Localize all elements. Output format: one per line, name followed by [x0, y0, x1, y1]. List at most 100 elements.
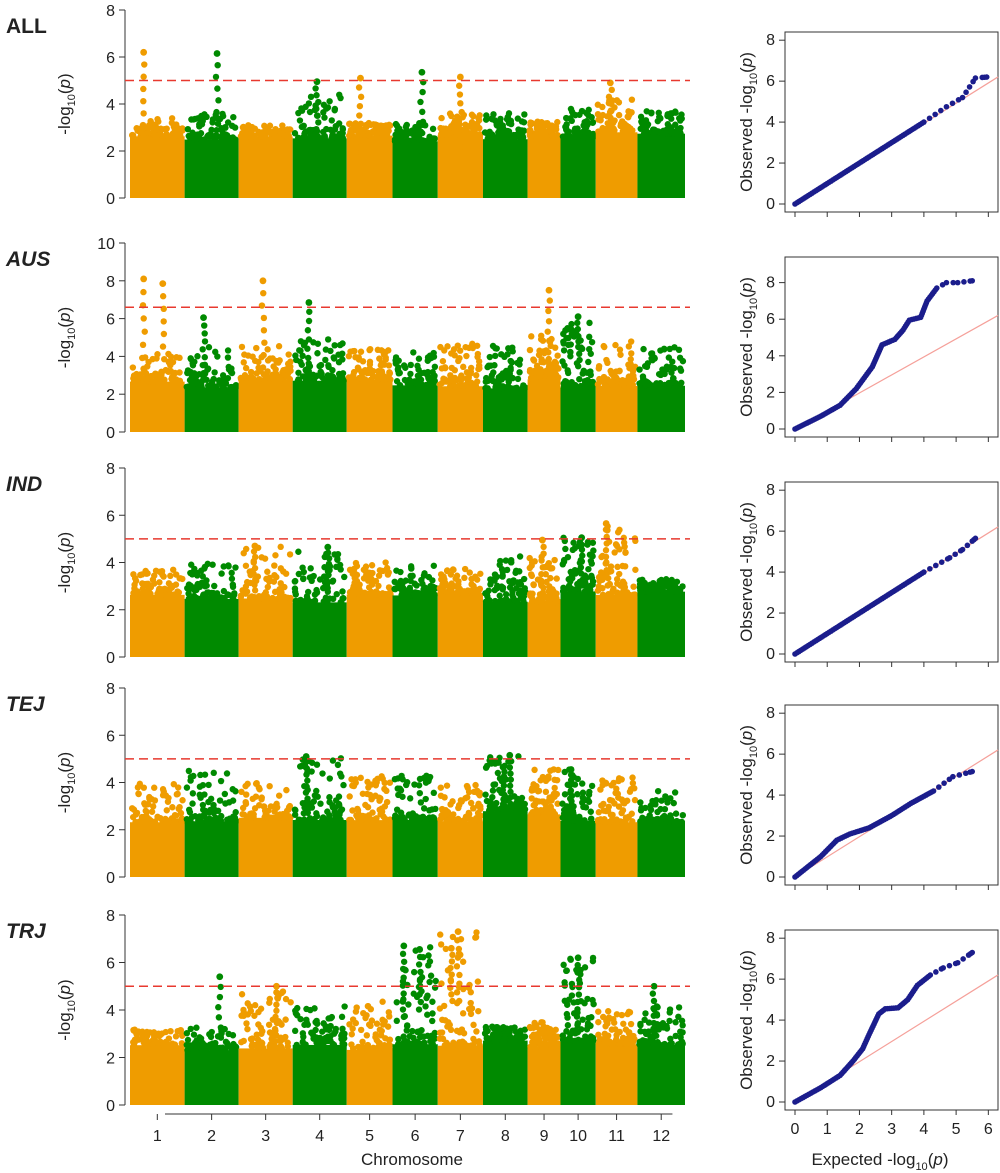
- snp-point: [603, 567, 610, 574]
- snp-point: [313, 761, 321, 768]
- snp-point: [264, 583, 272, 591]
- qq-point: [959, 546, 966, 553]
- snp-point: [588, 560, 595, 567]
- snp-point: [379, 376, 387, 383]
- snp-point: [440, 583, 447, 590]
- snp-point: [575, 128, 582, 136]
- snp-point: [419, 108, 426, 116]
- snp-point: [424, 1032, 431, 1040]
- snp-point: [161, 355, 168, 363]
- snp-point: [595, 574, 603, 581]
- snp-point: [147, 372, 155, 380]
- snp-point: [214, 85, 221, 92]
- peak-snp-point: [200, 314, 207, 322]
- snp-point: [355, 84, 363, 91]
- snp-point: [570, 110, 577, 118]
- qq-y-axis-title: Observed -log10(p): [737, 502, 760, 642]
- snp-point: [313, 105, 320, 113]
- snp-point: [143, 1030, 150, 1037]
- y-tick-label: 2: [106, 387, 115, 404]
- snp-point: [459, 958, 467, 965]
- snp-point: [282, 570, 290, 577]
- qq-point: [941, 780, 947, 786]
- qq-y-tick-label: 2: [766, 605, 775, 622]
- snp-point: [615, 99, 623, 106]
- snp-point: [362, 563, 370, 570]
- snp-point: [296, 763, 304, 770]
- snp-point: [615, 111, 623, 119]
- snp-point: [626, 1031, 634, 1039]
- snp-point: [440, 1002, 448, 1010]
- snp-point: [438, 805, 446, 813]
- snp-point: [275, 595, 282, 602]
- snp-point: [218, 812, 225, 820]
- snp-point: [616, 546, 623, 553]
- snp-point: [597, 786, 604, 793]
- snp-point: [200, 369, 207, 377]
- chromosome-2-points: [184, 560, 239, 657]
- qq-y-tick-label: 0: [766, 646, 775, 663]
- snp-point: [165, 350, 172, 358]
- snp-point: [177, 1028, 184, 1036]
- snp-point: [462, 795, 469, 802]
- snp-point: [482, 1023, 490, 1031]
- snp-point: [509, 1037, 517, 1044]
- snp-point: [417, 128, 425, 135]
- chromosome-band: [130, 136, 185, 198]
- snp-point: [454, 342, 461, 349]
- snp-point: [588, 338, 596, 346]
- qq-point: [921, 119, 927, 125]
- snp-point: [586, 333, 593, 341]
- snp-point: [607, 114, 614, 122]
- qq-y-tick-label: 2: [766, 384, 775, 401]
- qq-point: [930, 788, 937, 794]
- snp-point: [460, 588, 468, 595]
- snp-point: [252, 576, 259, 583]
- panel-title: AUS: [5, 248, 50, 271]
- snp-point: [292, 591, 299, 598]
- y-tick-label: 0: [106, 650, 115, 667]
- snp-point: [217, 777, 225, 785]
- peak-snp-point: [305, 299, 313, 306]
- snp-point: [664, 111, 671, 118]
- snp-point: [269, 130, 277, 137]
- snp-point: [139, 354, 146, 362]
- snp-point: [193, 1043, 200, 1050]
- snp-point: [602, 1040, 609, 1047]
- snp-point: [210, 801, 217, 809]
- snp-point: [655, 382, 663, 389]
- snp-point: [548, 797, 555, 804]
- snp-point: [170, 780, 178, 788]
- snp-point: [277, 543, 284, 551]
- snp-point: [213, 144, 220, 151]
- snp-point: [348, 1031, 355, 1038]
- snp-point: [332, 813, 339, 820]
- chromosome-band: [238, 598, 293, 657]
- snp-point: [248, 1042, 255, 1050]
- snp-point: [431, 363, 439, 371]
- snp-point: [632, 566, 639, 573]
- snp-point: [618, 1011, 626, 1019]
- snp-point: [426, 978, 433, 986]
- snp-point: [637, 1022, 644, 1029]
- snp-point: [560, 534, 567, 541]
- snp-point: [399, 129, 406, 136]
- snp-point: [183, 784, 191, 791]
- snp-point: [251, 587, 259, 594]
- snp-point: [470, 582, 477, 590]
- chromosome-band: [527, 602, 561, 657]
- snp-point: [596, 816, 603, 824]
- snp-point: [594, 110, 602, 118]
- snp-point: [625, 373, 633, 380]
- snp-point: [183, 1029, 191, 1037]
- snp-point: [209, 116, 217, 123]
- snp-point: [312, 373, 320, 380]
- snp-point: [199, 801, 207, 809]
- snp-point: [581, 377, 589, 385]
- snp-point: [605, 1014, 613, 1021]
- snp-point: [360, 1009, 367, 1017]
- snp-point: [369, 793, 377, 801]
- snp-point: [294, 1012, 301, 1019]
- snp-point: [551, 556, 558, 564]
- snp-point: [357, 348, 365, 355]
